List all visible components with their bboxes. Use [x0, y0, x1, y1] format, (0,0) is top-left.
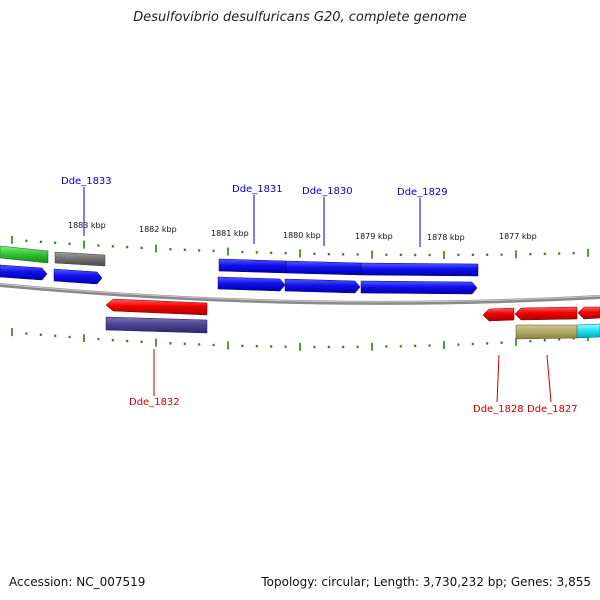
gene-arrow-dde-1827[interactable] [514, 306, 578, 321]
accession-text: Accession: NC_007519 [9, 575, 146, 589]
scale-label-1879: 1879 kbp [355, 232, 393, 241]
gene-feature-green[interactable] [0, 245, 49, 264]
gene-feature-blue-upper-3[interactable] [360, 262, 479, 277]
scale-label-1882: 1882 kbp [139, 225, 177, 234]
upper-tick-row [11, 235, 589, 259]
gene-feature-blue-upper-2[interactable] [285, 260, 362, 276]
gene-label-dde-1829[interactable]: Dde_1829 [397, 187, 448, 198]
gene-feature-navy[interactable] [105, 316, 208, 334]
scale-label-1881: 1881 kbp [211, 229, 249, 238]
gene-arrow-dde-1830[interactable] [284, 278, 361, 294]
scale-label-1877: 1877 kbp [499, 232, 537, 241]
gene-feature-gray[interactable] [54, 251, 106, 267]
gene-label-dde-1832[interactable]: Dde_1832 [129, 397, 180, 408]
scale-label-1883: 1883 kbp [68, 221, 106, 230]
lower-tick-row [11, 328, 589, 351]
gene-label-dde-1828[interactable]: Dde_1828 [473, 404, 524, 415]
gene-feature-blue-upper-1[interactable] [218, 258, 287, 274]
genome-summary-text: Topology: circular; Length: 3,730,232 bp… [261, 575, 591, 589]
leader-dde-1828 [496, 354, 500, 403]
scale-label-1880: 1880 kbp [283, 231, 321, 240]
genome-backbone-highlight [0, 283, 600, 303]
gene-label-dde-1827[interactable]: Dde_1827 [527, 404, 578, 415]
map-title: Desulfovibrio desulfuricans G20, complet… [133, 10, 467, 25]
gene-arrow-dde-1832[interactable] [105, 298, 208, 316]
gene-arrow-dde-1831[interactable] [217, 276, 286, 292]
leader-dde-1827 [546, 354, 552, 403]
gene-label-dde-1830[interactable]: Dde_1830 [302, 186, 353, 197]
gene-arrow-dde-1828[interactable] [482, 307, 515, 322]
gene-arrow-dde-1829[interactable] [360, 280, 478, 295]
gene-arrow-forward-2[interactable] [53, 268, 103, 285]
gene-feature-khaki[interactable] [515, 324, 578, 340]
gene-arrow-reverse-edge[interactable] [577, 306, 600, 320]
gene-label-dde-1831[interactable]: Dde_1831 [232, 184, 283, 195]
gene-label-dde-1833[interactable]: Dde_1833 [61, 176, 112, 187]
gene-feature-cyan[interactable] [576, 323, 600, 339]
scale-label-1878: 1878 kbp [427, 233, 465, 242]
gene-arrow-forward-1[interactable] [0, 264, 48, 281]
genome-backbone [0, 283, 600, 305]
